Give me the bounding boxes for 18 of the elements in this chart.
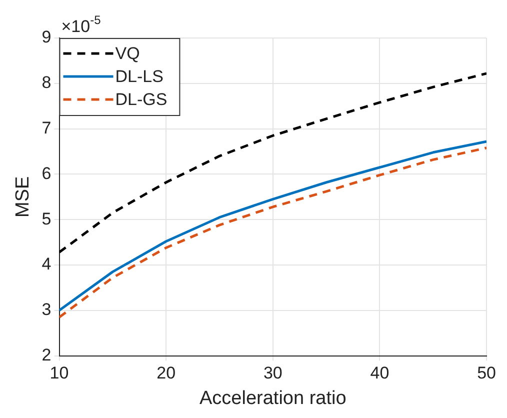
y-tick-label: 9 — [42, 28, 52, 47]
x-tick-label: 10 — [50, 364, 69, 383]
y-tick-label: 8 — [42, 73, 52, 92]
x-axis-title: Acceleration ratio — [200, 388, 346, 409]
legend-label: DL-LS — [115, 67, 164, 86]
x-tick-label: 30 — [263, 364, 282, 383]
x-tick-label: 50 — [477, 364, 496, 383]
y-axis-title: MSE — [12, 176, 34, 218]
y-tick-label: 7 — [42, 118, 52, 138]
legend-label: DL-GS — [115, 90, 168, 110]
legend-label: VQ — [115, 44, 140, 64]
x-tick-label: 40 — [370, 364, 390, 383]
y-tick-label: 2 — [42, 345, 52, 364]
y-tick-label: 3 — [42, 300, 52, 320]
x-tick-label: 20 — [156, 364, 176, 383]
y-tick-label: 5 — [42, 209, 52, 228]
y-tick-label: 6 — [42, 164, 52, 183]
y-tick-label: 4 — [42, 254, 52, 274]
